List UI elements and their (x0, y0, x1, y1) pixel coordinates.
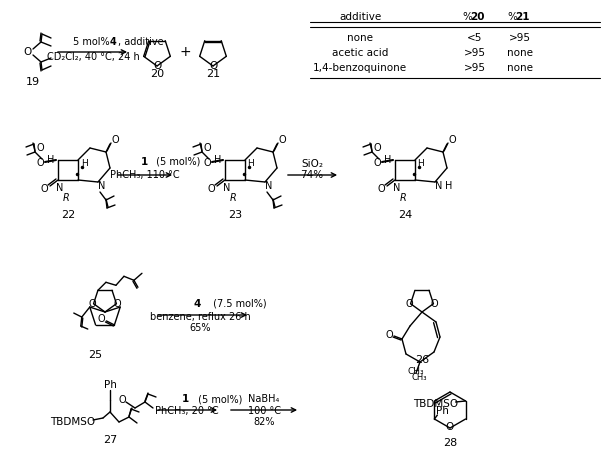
Text: acetic acid: acetic acid (332, 48, 388, 58)
Text: none: none (507, 63, 533, 73)
Text: O: O (385, 330, 393, 340)
Text: 27: 27 (103, 435, 117, 445)
Text: <5: <5 (467, 33, 482, 43)
Text: 23: 23 (228, 210, 242, 220)
Text: R: R (63, 193, 69, 203)
Text: , additive: , additive (118, 37, 163, 47)
Text: H: H (81, 158, 87, 168)
Text: none: none (347, 33, 373, 43)
Text: %: % (462, 12, 472, 22)
Text: O: O (448, 135, 456, 145)
Text: O: O (203, 158, 211, 168)
Text: O: O (98, 314, 105, 324)
Text: H: H (214, 155, 222, 165)
Text: 4: 4 (110, 37, 116, 47)
Text: 4: 4 (194, 299, 201, 309)
Text: +: + (179, 45, 191, 59)
Text: 20: 20 (150, 69, 164, 79)
Text: N: N (393, 183, 400, 193)
Text: CD₂Cl₂, 40 °C, 24 h: CD₂Cl₂, 40 °C, 24 h (46, 52, 139, 62)
Text: 100 °C: 100 °C (247, 406, 280, 416)
Text: H: H (47, 155, 55, 165)
Text: CH₃: CH₃ (412, 373, 428, 383)
Text: 82%: 82% (253, 417, 275, 427)
Text: O: O (153, 61, 161, 71)
Text: O: O (111, 135, 119, 145)
Text: H: H (418, 158, 425, 168)
Text: none: none (507, 48, 533, 58)
Text: R: R (230, 193, 236, 203)
Text: 21: 21 (515, 12, 529, 22)
Text: 28: 28 (443, 438, 457, 448)
Text: (5 mol%): (5 mol%) (195, 394, 242, 404)
Text: TBDMSO: TBDMSO (413, 399, 458, 409)
Text: O: O (373, 143, 381, 153)
Text: O: O (209, 61, 217, 71)
Text: O: O (377, 184, 385, 194)
Text: 26: 26 (415, 355, 429, 365)
Text: N: N (98, 181, 106, 191)
Text: 1: 1 (140, 157, 148, 167)
Text: R: R (400, 193, 406, 203)
Text: O: O (40, 184, 48, 194)
Text: %: % (507, 12, 517, 22)
Text: H: H (445, 181, 453, 191)
Text: O: O (431, 299, 438, 309)
Text: N: N (435, 181, 443, 191)
Text: H: H (384, 155, 392, 165)
Text: O: O (118, 395, 126, 405)
Text: O: O (203, 143, 211, 153)
Text: 19: 19 (26, 77, 40, 87)
Text: PhCH₃, 20 °C: PhCH₃, 20 °C (155, 406, 219, 416)
Text: 22: 22 (61, 210, 75, 220)
Text: >95: >95 (509, 33, 531, 43)
Text: 5 mol%: 5 mol% (73, 37, 113, 47)
Text: O: O (24, 47, 32, 57)
Text: O: O (278, 135, 286, 145)
Text: 24: 24 (398, 210, 412, 220)
Text: O: O (373, 158, 381, 168)
Text: >95: >95 (464, 48, 486, 58)
Text: O: O (113, 299, 121, 309)
Text: >95: >95 (464, 63, 486, 73)
Text: TBDMSO: TBDMSO (51, 417, 95, 427)
Text: O: O (36, 143, 44, 153)
Text: SiO₂: SiO₂ (301, 159, 323, 169)
Text: H: H (248, 158, 254, 168)
Text: benzene, reflux 26 h: benzene, reflux 26 h (150, 312, 250, 322)
Text: O: O (207, 184, 215, 194)
Text: 74%: 74% (300, 170, 324, 180)
Text: (5 mol%): (5 mol%) (153, 157, 200, 167)
Text: O: O (89, 299, 96, 309)
Text: O: O (406, 299, 414, 309)
Text: PhCH₃, 110 °C: PhCH₃, 110 °C (110, 170, 180, 180)
Text: N: N (265, 181, 273, 191)
Text: Ph: Ph (104, 380, 116, 390)
Text: additive: additive (339, 12, 381, 22)
Text: 65%: 65% (189, 323, 211, 333)
Text: CH₃: CH₃ (408, 367, 425, 377)
Text: Ph: Ph (436, 406, 449, 416)
Text: (7.5 mol%): (7.5 mol%) (210, 299, 267, 309)
Text: 1,4-benzoquinone: 1,4-benzoquinone (313, 63, 407, 73)
Text: O: O (36, 158, 44, 168)
Text: N: N (56, 183, 64, 193)
Text: NaBH₄: NaBH₄ (248, 394, 280, 404)
Text: 1: 1 (182, 394, 189, 404)
Text: 25: 25 (88, 350, 102, 360)
Text: O: O (446, 422, 454, 432)
Text: N: N (223, 183, 231, 193)
Text: 20: 20 (470, 12, 484, 22)
Text: 21: 21 (206, 69, 220, 79)
